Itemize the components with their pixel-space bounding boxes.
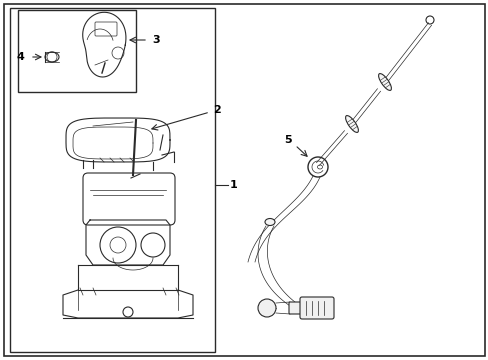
Text: 5: 5 — [284, 135, 291, 145]
Text: 1: 1 — [229, 180, 237, 190]
Text: 4: 4 — [16, 52, 24, 62]
Ellipse shape — [264, 219, 274, 225]
Bar — [18, 10, 136, 92]
Text: 3: 3 — [152, 35, 159, 45]
Ellipse shape — [345, 116, 358, 132]
Bar — [10, 8, 215, 352]
Ellipse shape — [378, 73, 390, 90]
Circle shape — [258, 299, 275, 317]
Text: 2: 2 — [213, 105, 220, 115]
FancyBboxPatch shape — [299, 297, 333, 319]
FancyBboxPatch shape — [288, 302, 303, 314]
